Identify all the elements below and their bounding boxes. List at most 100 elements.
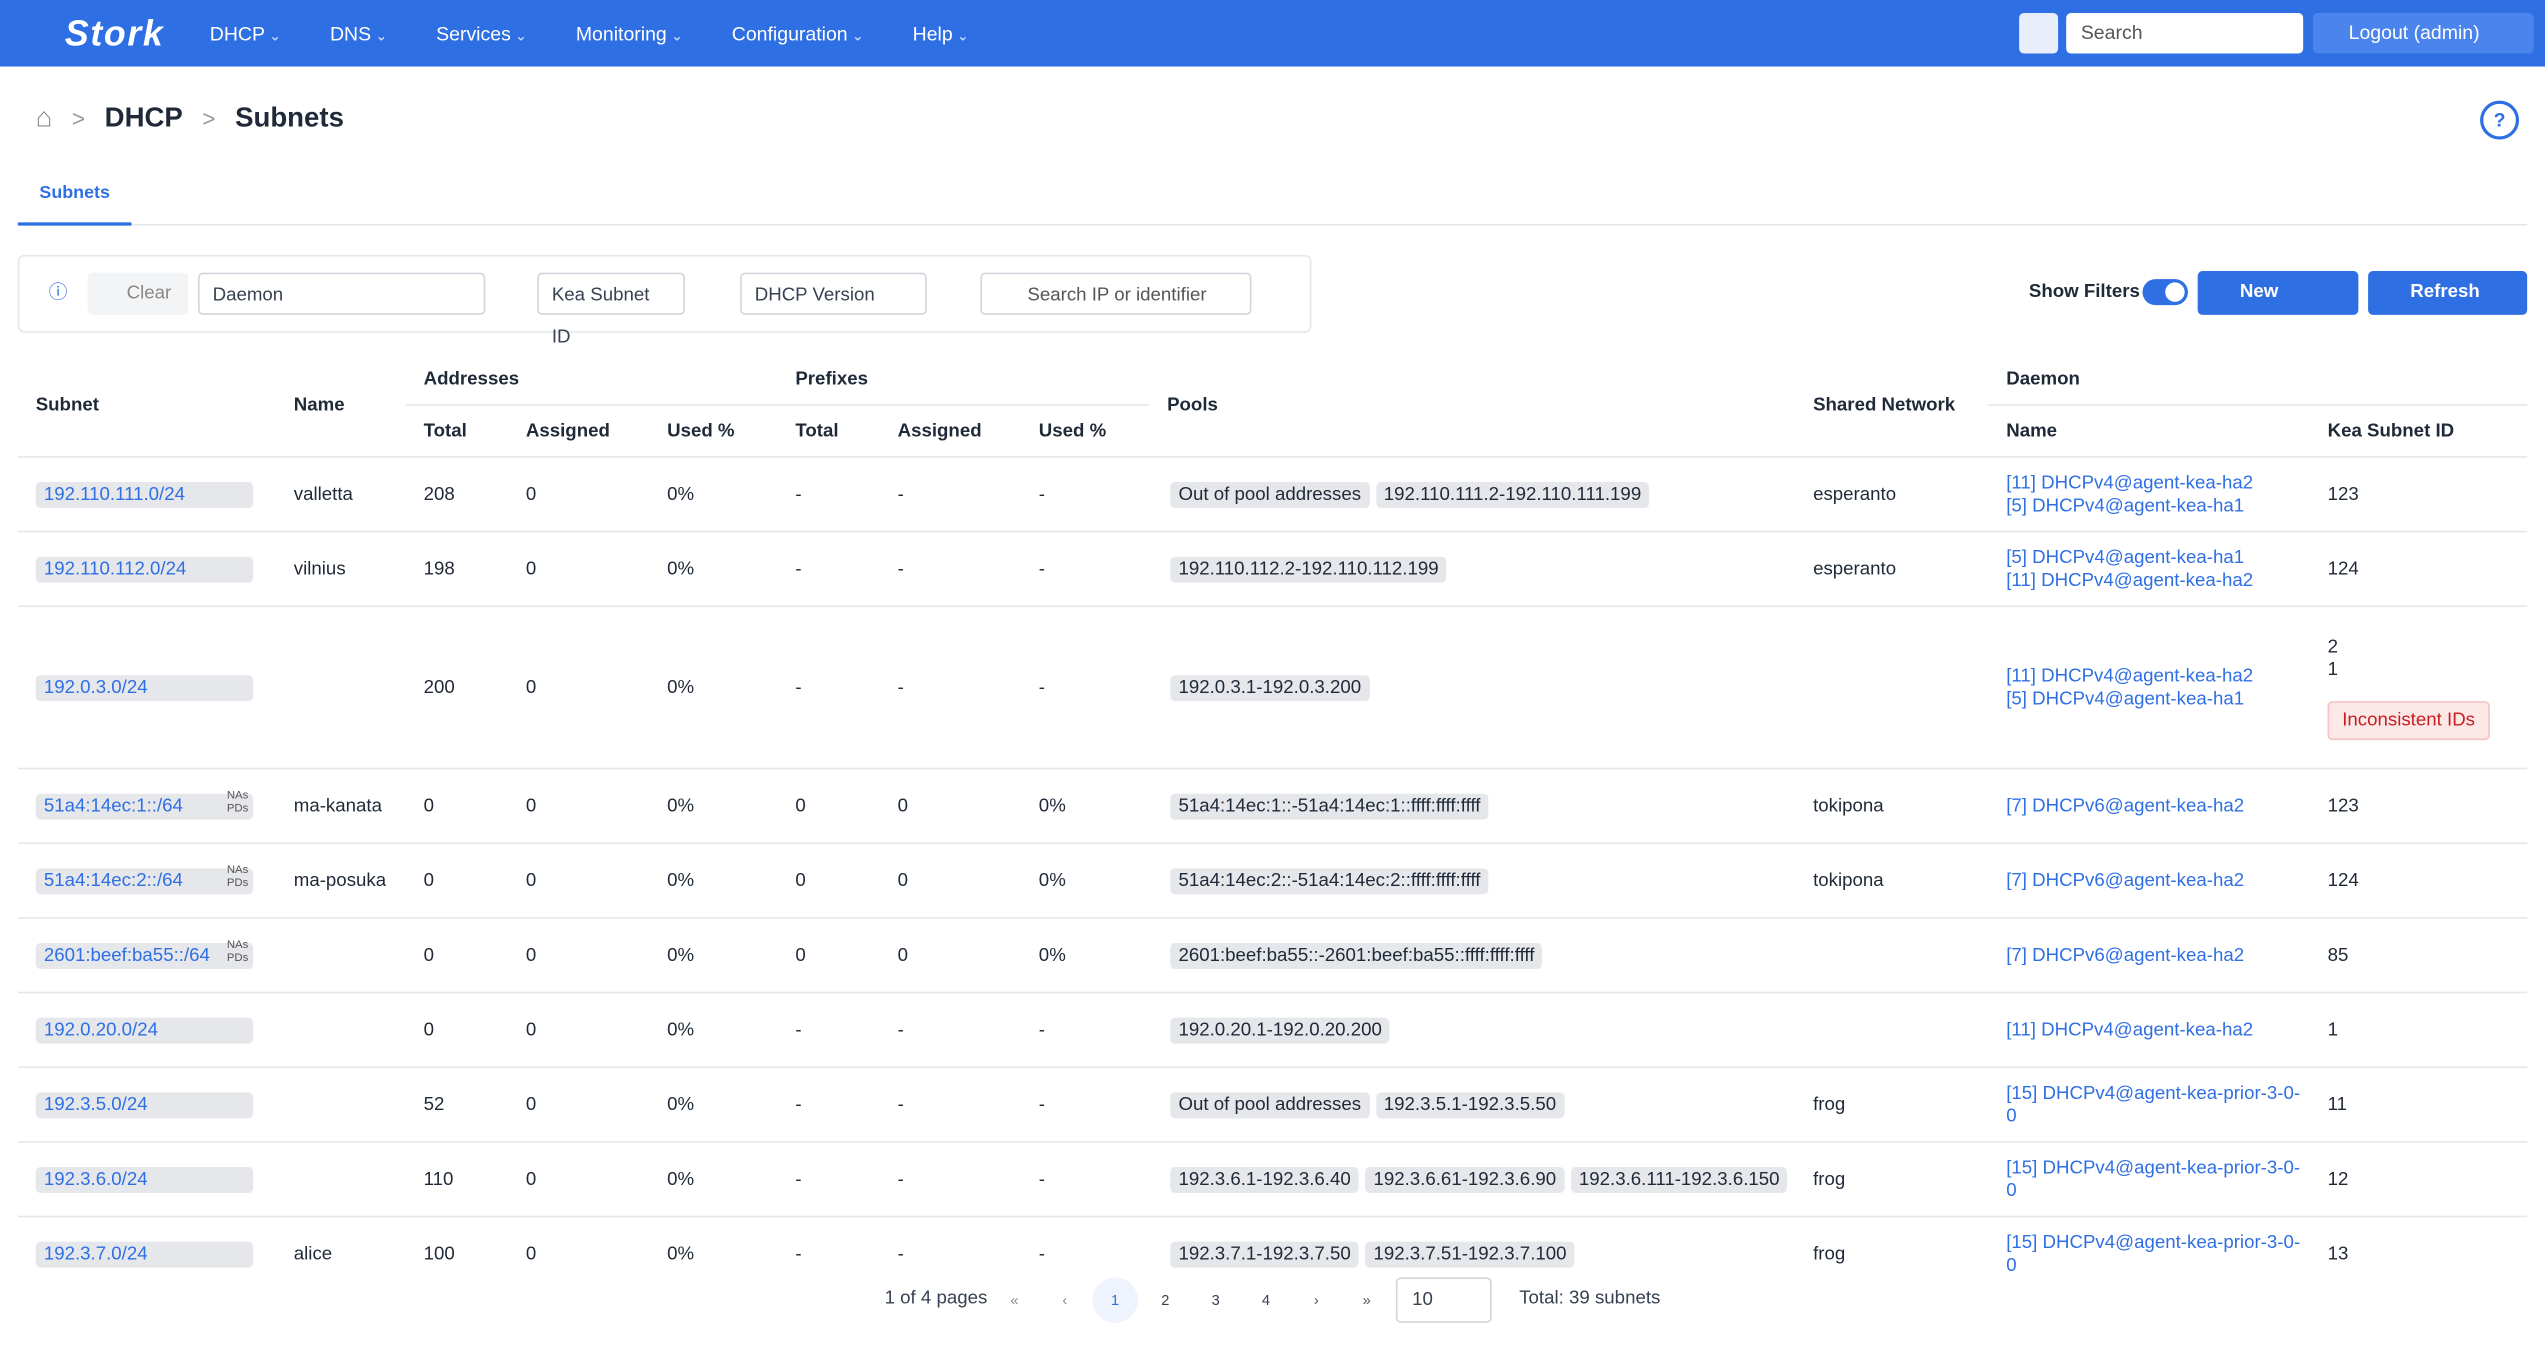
kea-id: 85 — [2327, 945, 2349, 965]
name: vilnius — [293, 559, 346, 579]
page-summary: 1 of 4 pages — [884, 1288, 988, 1309]
shared-network: esperanto — [1813, 484, 1897, 504]
daemon-link[interactable]: [15] DHCPv4@agent-kea-prior-3-0-0 — [2006, 1083, 2301, 1126]
stat-cell: 0% — [649, 767, 778, 844]
name-cell: ma-posuka — [275, 842, 406, 918]
daemon-link[interactable]: [7] DHCPv6@agent-kea-ha2 — [2006, 945, 2245, 965]
rows-per-page[interactable]: 10 — [1395, 1277, 1492, 1323]
daemon-link[interactable]: [11] DHCPv4@agent-kea-ha2 — [2006, 570, 2254, 590]
header[interactable]: Total — [405, 404, 509, 457]
pool: 2601:beef:ba55::-2601:beef:ba55::ffff:ff… — [1170, 942, 1543, 969]
subnet-link[interactable]: 192.3.6.0/24 — [35, 1166, 254, 1193]
refresh-button[interactable]: Refresh List — [2368, 271, 2528, 346]
nav-item[interactable]: DHCP — [210, 22, 282, 45]
subnet-link[interactable]: 2601:beef:ba55::/64 NAs PDs — [35, 939, 254, 969]
clear-button[interactable]: Clear — [87, 272, 189, 315]
header-group: Prefixes — [795, 369, 869, 389]
help-icon[interactable]: ? — [2480, 100, 2520, 140]
name-cell: vilnius — [275, 530, 406, 607]
page-button[interactable]: 4 — [1261, 1291, 1271, 1309]
stat-cell: - — [1020, 1066, 1150, 1142]
subnet-cell: 192.3.6.0/24 — [17, 1141, 276, 1217]
header: Pools — [1167, 395, 1218, 415]
daemon-link[interactable]: [11] DHCPv4@agent-kea-ha2 — [2006, 666, 2254, 686]
show-filters-toggle[interactable] — [2142, 279, 2188, 306]
page-nav[interactable]: › — [1313, 1291, 1319, 1309]
theme-toggle[interactable] — [2019, 12, 2059, 54]
shared-network: tokipona — [1813, 870, 1884, 891]
kea-id-cell: 11 — [2309, 1066, 2528, 1142]
brand[interactable]: Stork — [64, 12, 165, 53]
page-button[interactable]: 2 — [1161, 1291, 1170, 1309]
header[interactable]: Used % — [1020, 404, 1150, 457]
home-icon[interactable]: ⌂ — [35, 102, 53, 134]
page-nav[interactable]: » — [1362, 1291, 1371, 1309]
pool: 192.110.111.2-192.110.111.199 — [1375, 481, 1650, 508]
total-count: Total: 39 subnets — [1519, 1288, 1661, 1309]
page-nav[interactable]: ‹ — [1062, 1291, 1068, 1309]
nav-item[interactable]: Help — [913, 22, 969, 45]
kea-id: 11 — [2327, 1094, 2348, 1115]
kea-id-input[interactable]: Kea Subnet ID — [537, 272, 685, 347]
header[interactable]: Kea Subnet ID — [2309, 404, 2528, 457]
search-filter[interactable]: Search IP or identifier — [980, 272, 1252, 315]
header[interactable]: Assigned — [508, 404, 650, 457]
nav-item[interactable]: Services — [436, 22, 527, 45]
tab[interactable]: Subnets — [17, 164, 132, 226]
daemon-link[interactable]: [15] DHCPv4@agent-kea-prior-3-0-0 — [2006, 1232, 2301, 1275]
subnet-link[interactable]: 192.0.3.0/24 — [35, 674, 254, 701]
subnet-link[interactable]: 51a4:14ec:2::/64 NAs PDs — [35, 864, 254, 894]
nav-item[interactable]: DNS — [330, 22, 387, 45]
kea-id-cell: 123 — [2309, 767, 2528, 844]
daemon-link[interactable]: [11] DHCPv4@agent-kea-ha2 — [2006, 1020, 2254, 1040]
header[interactable]: Assigned — [879, 404, 1021, 457]
subnet-link[interactable]: 192.110.112.0/24 — [35, 555, 254, 582]
page-button[interactable]: 1 — [1092, 1277, 1138, 1323]
nav-item[interactable]: Configuration — [732, 22, 864, 45]
daemon-dropdown[interactable]: Daemon — [198, 272, 486, 315]
stat-cell: 0 — [879, 767, 1021, 844]
header[interactable]: Used % — [649, 404, 778, 457]
logout-button[interactable]: Logout (admin) — [2312, 12, 2534, 54]
stat-cell: - — [879, 605, 1021, 769]
kea-id: 1 — [2327, 1020, 2338, 1040]
nav-item[interactable]: Monitoring — [576, 22, 683, 45]
stat-cell: 100 — [405, 1215, 509, 1291]
pool: 192.3.6.1-192.3.6.40 — [1170, 1166, 1359, 1193]
subnet-link[interactable]: 192.110.111.0/24 — [35, 481, 254, 508]
dhcp-version-dropdown[interactable]: DHCP Version — [740, 272, 927, 315]
header[interactable]: Shared Network — [1813, 395, 1956, 415]
table-row: 51a4:14ec:2::/64 NAs PDs ma-posuka 0 0 0% 0 0 0% 5… — [17, 842, 2528, 918]
subnet-link[interactable]: 192.3.5.0/24 — [35, 1091, 254, 1118]
pool: 192.3.6.61-192.3.6.90 — [1365, 1166, 1565, 1193]
subnet-text: 51a4:14ec:1::/64 — [43, 796, 183, 816]
header[interactable]: Subnet — [35, 395, 99, 415]
table-row: 192.110.112.0/24 vilnius 198 0 0% - - -192.110.… — [17, 530, 2528, 607]
header[interactable]: Name — [293, 395, 345, 415]
daemon-link[interactable]: [5] DHCPv4@agent-kea-ha1 — [2006, 495, 2245, 516]
page-button[interactable]: 3 — [1211, 1291, 1220, 1309]
name-cell — [275, 1066, 406, 1142]
kea-id-cell: 124 — [2309, 842, 2528, 918]
page-nav[interactable]: « — [1010, 1291, 1019, 1309]
subnet-link[interactable]: 51a4:14ec:1::/64 NAs PDs — [35, 790, 254, 819]
daemon-link[interactable]: [7] DHCPv6@agent-kea-ha2 — [2006, 796, 2245, 816]
stat-cell: 0 — [405, 991, 509, 1068]
daemon-cell: [11] DHCPv4@agent-kea-ha2 [5] DHCPv4@agen… — [1988, 456, 2310, 532]
kea-id-cell: 123 — [2309, 456, 2528, 532]
daemon-link[interactable]: [5] DHCPv4@agent-kea-ha1 — [2006, 547, 2245, 568]
filter-help[interactable]: ⓘ — [48, 284, 68, 304]
subnet-link[interactable]: 192.0.20.0/24 — [35, 1016, 254, 1043]
stat-cell: 0% — [649, 1215, 778, 1291]
crumb[interactable]: DHCP — [104, 102, 183, 134]
daemon-link[interactable]: [11] DHCPv4@agent-kea-ha2 — [2006, 473, 2254, 493]
daemon-link[interactable]: [7] DHCPv6@agent-kea-ha2 — [2006, 870, 2245, 891]
search-input[interactable]: Search — [2066, 12, 2304, 54]
subnet-link[interactable]: 192.3.7.0/24 — [35, 1240, 254, 1267]
pool: 192.3.5.1-192.3.5.50 — [1375, 1091, 1565, 1118]
daemon-link[interactable]: [15] DHCPv4@agent-kea-prior-3-0-0 — [2006, 1158, 2301, 1201]
daemon-link[interactable]: [5] DHCPv4@agent-kea-ha1 — [2006, 689, 2245, 709]
header[interactable]: Total — [777, 404, 880, 457]
new-subnet-button[interactable]: New Subnet — [2197, 271, 2359, 346]
name: ma-posuka — [293, 870, 387, 891]
